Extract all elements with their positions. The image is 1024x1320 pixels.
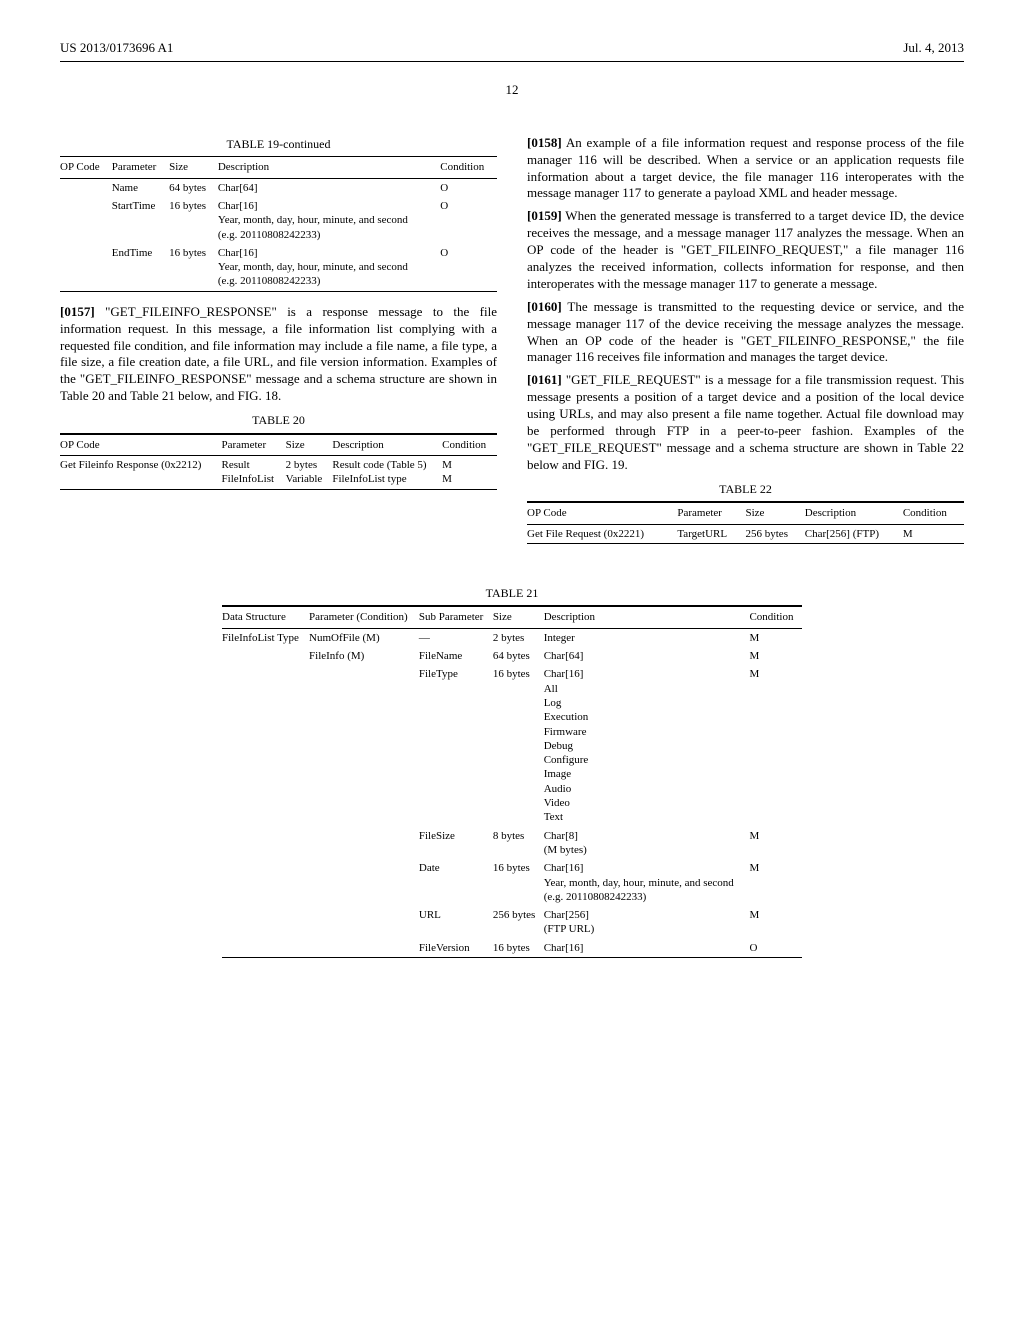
table20: OP Code Parameter Size Description Condi… xyxy=(60,433,497,490)
table-row: FileVersion 16 bytes Char[16] O xyxy=(222,939,802,958)
para-text: An example of a file information request… xyxy=(527,135,964,201)
table-row: FileType 16 bytes Char[16] All Log Execu… xyxy=(222,665,802,826)
table21: Data Structure Parameter (Condition) Sub… xyxy=(222,605,802,958)
left-column: TABLE 19-continued OP Code Parameter Siz… xyxy=(60,129,497,556)
table-row: FileInfoList Type NumOfFile (M) — 2 byte… xyxy=(222,628,802,647)
table19-h1: Parameter xyxy=(112,157,169,178)
table19-title: TABLE 19-continued xyxy=(60,137,497,153)
table21-container: TABLE 21 Data Structure Parameter (Condi… xyxy=(60,586,964,958)
two-column-layout: TABLE 19-continued OP Code Parameter Siz… xyxy=(60,129,964,556)
table19-h0: OP Code xyxy=(60,157,112,178)
table19: OP Code Parameter Size Description Condi… xyxy=(60,156,497,291)
paragraph-0158: [0158] An example of a file information … xyxy=(527,135,964,203)
table-row: StartTime 16 bytes Char[16] Year, month,… xyxy=(60,197,497,244)
para-num: [0158] xyxy=(527,135,562,150)
table22-title: TABLE 22 xyxy=(527,482,964,498)
table22: OP Code Parameter Size Description Condi… xyxy=(527,501,964,544)
para-num: [0161] xyxy=(527,372,562,387)
table20-title: TABLE 20 xyxy=(60,413,497,429)
para-num: [0160] xyxy=(527,299,562,314)
table-row: Date 16 bytes Char[16] Year, month, day,… xyxy=(222,859,802,906)
table-row: EndTime 16 bytes Char[16] Year, month, d… xyxy=(60,244,497,291)
paragraph-0161: [0161] "GET_FILE_REQUEST" is a message f… xyxy=(527,372,964,473)
para-text: "GET_FILE_REQUEST" is a message for a fi… xyxy=(527,372,964,471)
page-number: 12 xyxy=(60,82,964,99)
para-text: When the generated message is transferre… xyxy=(527,208,964,291)
paragraph-0160: [0160] The message is transmitted to the… xyxy=(527,299,964,367)
table-row: Name 64 bytes Char[64] O xyxy=(60,178,497,197)
right-column: [0158] An example of a file information … xyxy=(527,129,964,556)
para-text: "GET_FILEINFO_RESPONSE" is a response me… xyxy=(60,304,497,403)
table-row: FileInfo (M) FileName 64 bytes Char[64] … xyxy=(222,647,802,665)
paragraph-0159: [0159] When the generated message is tra… xyxy=(527,208,964,292)
para-text: The message is transmitted to the reques… xyxy=(527,299,964,365)
publication-date: Jul. 4, 2013 xyxy=(903,40,964,57)
para-num: [0157] xyxy=(60,304,95,319)
para-num: [0159] xyxy=(527,208,562,223)
table19-h4: Condition xyxy=(440,157,497,178)
table19-h3: Description xyxy=(218,157,440,178)
table-row: URL 256 bytes Char[256] (FTP URL) M xyxy=(222,906,802,939)
publication-number: US 2013/0173696 A1 xyxy=(60,40,173,57)
table-row: FileSize 8 bytes Char[8] (M bytes) M xyxy=(222,827,802,860)
table-row: Get File Request (0x2221) TargetURL 256 … xyxy=(527,524,964,543)
paragraph-0157: [0157] "GET_FILEINFO_RESPONSE" is a resp… xyxy=(60,304,497,405)
page-header: US 2013/0173696 A1 Jul. 4, 2013 xyxy=(60,40,964,62)
table-row: Get Fileinfo Response (0x2212) Result Fi… xyxy=(60,455,497,489)
table21-title: TABLE 21 xyxy=(60,586,964,602)
table19-h2: Size xyxy=(169,157,218,178)
